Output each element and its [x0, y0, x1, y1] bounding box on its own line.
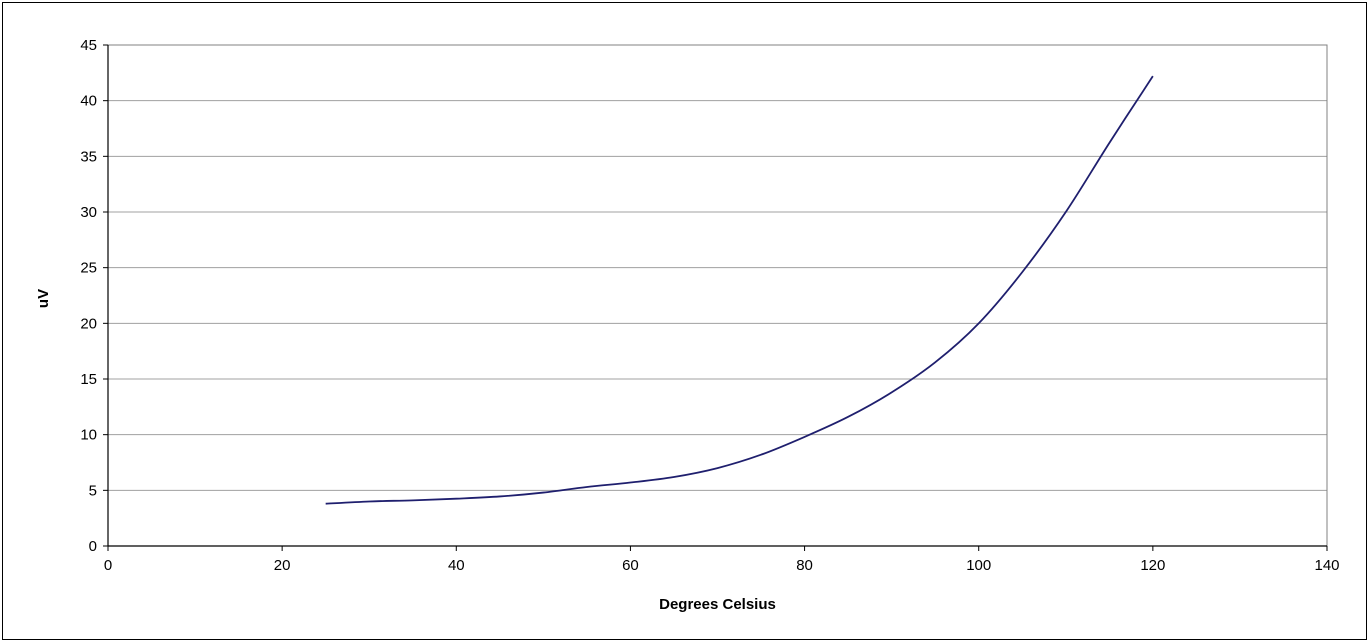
- series-line: [325, 75, 1154, 505]
- x-tick-labels: 0 20 40 60 80 100 120 140: [104, 557, 1340, 574]
- y-tick-label: 40: [80, 93, 97, 110]
- x-tick-label: 40: [448, 557, 465, 574]
- plot-area: [107, 44, 1328, 547]
- axes: [103, 44, 1328, 551]
- x-tick-label: 140: [1314, 557, 1339, 574]
- y-tick-label: 20: [80, 315, 97, 332]
- gridlines: [108, 44, 1327, 491]
- x-tick-label: 120: [1140, 557, 1165, 574]
- x-tick-label: 20: [274, 557, 291, 574]
- y-tick-label: 0: [89, 538, 97, 555]
- x-tick-label: 60: [622, 557, 639, 574]
- x-axis-title: Degrees Celsius: [659, 596, 776, 613]
- y-tick-label: 30: [80, 204, 97, 221]
- y-tick-label: 15: [80, 371, 97, 388]
- x-tick-label: 0: [104, 557, 112, 574]
- series-layer: [325, 75, 1154, 505]
- y-tick-label: 35: [80, 148, 97, 165]
- y-tick-labels: 0 5 10 15 20 25 30 35 40 45: [80, 37, 97, 555]
- x-tick-label: 80: [796, 557, 813, 574]
- y-tick-label: 45: [80, 37, 97, 54]
- x-tick-label: 100: [966, 557, 991, 574]
- y-tick-label: 5: [89, 482, 97, 499]
- y-axis-title: uV: [35, 289, 52, 308]
- y-tick-label: 10: [80, 427, 97, 444]
- y-tick-label: 25: [80, 260, 97, 277]
